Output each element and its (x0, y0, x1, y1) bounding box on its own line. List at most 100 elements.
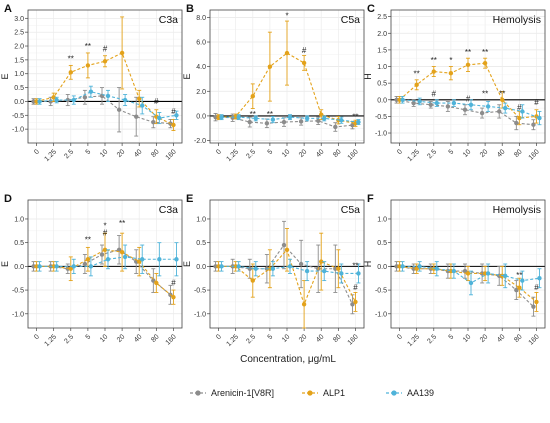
data-point (503, 273, 508, 279)
y-tick-label: 0.0 (196, 113, 206, 120)
x-tick-label: 5 (267, 333, 275, 341)
data-point (417, 99, 422, 104)
y-tick-label: 2.0 (196, 89, 206, 96)
series-line (221, 265, 359, 275)
panel-d: -1.0-0.50.00.51.00 1.25 2.5 5 10 20 40 80 160***… (0, 193, 183, 348)
panel-title: C3a (159, 204, 178, 216)
x-tick-label: 20 (479, 148, 490, 159)
data-point (485, 104, 491, 109)
data-point (514, 287, 519, 293)
x-tick-label: 1.25 (43, 148, 58, 163)
series-aa139 (219, 114, 361, 125)
data-point (253, 266, 258, 271)
significance-marker: # (534, 98, 539, 107)
panel-letter: C (367, 3, 375, 15)
y-axis-label: E (0, 73, 10, 79)
x-tick-label: 0 (215, 333, 223, 341)
y-tick-label: -1.0 (194, 311, 206, 318)
data-point (37, 99, 42, 104)
data-point (448, 70, 454, 76)
x-tick-label: 20 (298, 148, 309, 159)
y-tick-label: 1.5 (377, 47, 387, 54)
data-point (465, 62, 471, 68)
significance-marker: ** (85, 236, 91, 245)
data-point (414, 82, 419, 88)
data-point (339, 271, 344, 276)
significance-marker: ** (499, 89, 505, 98)
significance-marker: ** (352, 262, 358, 271)
data-point (287, 114, 293, 120)
x-tick-label: 1.25 (225, 333, 240, 348)
data-point (122, 97, 128, 103)
data-point (99, 252, 105, 257)
y-axis-label: E (182, 261, 192, 267)
data-point (462, 268, 468, 274)
x-tick-label: 1.25 (406, 333, 421, 348)
x-tick-label: 80 (513, 333, 524, 344)
data-point (336, 266, 341, 271)
significance-marker: # (103, 45, 108, 54)
significance-marker: ** (465, 48, 471, 57)
panel-letter: F (367, 193, 374, 205)
x-tick-label: 40 (315, 148, 326, 159)
legend-marker (391, 390, 397, 396)
significance-marker: # (432, 89, 437, 98)
data-point (284, 50, 290, 56)
data-point (520, 109, 525, 114)
y-tick-label: 0.0 (377, 97, 387, 104)
data-point (479, 110, 485, 116)
series-aa139 (37, 242, 179, 277)
x-tick-label: 160 (165, 333, 178, 346)
legend-item: AA139 (386, 388, 434, 398)
x-tick-label: 160 (165, 148, 178, 161)
x-tick-label: 10 (462, 148, 473, 159)
x-tick-label: 0 (396, 148, 404, 156)
data-point (253, 116, 258, 121)
data-point (137, 259, 142, 264)
data-point (71, 97, 76, 103)
y-tick-label: 2.5 (14, 30, 24, 37)
x-tick-label: 80 (150, 148, 161, 159)
y-tick-label: 2.0 (377, 31, 387, 38)
data-point (462, 107, 468, 112)
x-tick-label: 10 (462, 333, 473, 344)
y-tick-label: -1.0 (375, 131, 387, 138)
legend-label: Arenicin-1[V8R] (211, 388, 274, 398)
series-alp1 (397, 57, 539, 126)
significance-marker: # (302, 46, 307, 55)
data-point (119, 249, 125, 255)
data-point (122, 254, 128, 260)
panel-title: Hemolysis (493, 204, 541, 216)
data-point (236, 264, 241, 269)
series-aa139 (400, 95, 542, 126)
data-point (287, 264, 293, 269)
data-point (171, 294, 176, 300)
significance-marker: # (353, 283, 358, 292)
legend-label: ALP1 (323, 388, 345, 398)
data-point (428, 102, 433, 107)
y-axis-label: E (0, 261, 10, 267)
x-tick-label: 40 (133, 148, 144, 159)
x-tick-label: 160 (528, 148, 541, 161)
data-point (531, 122, 536, 127)
data-point (497, 109, 502, 114)
series-alp1 (216, 20, 358, 127)
significance-marker: ** (85, 42, 91, 51)
y-tick-label: -0.5 (12, 113, 24, 120)
data-point (301, 60, 307, 66)
x-tick-label: 160 (347, 148, 360, 161)
series-line (36, 249, 174, 298)
significance-marker: * (285, 12, 288, 21)
series-line (396, 99, 534, 126)
data-point (414, 266, 419, 271)
data-point (298, 119, 304, 124)
panel-letter: A (4, 3, 12, 15)
significance-marker: ** (482, 48, 488, 57)
data-point (54, 97, 59, 103)
x-tick-label: 40 (496, 148, 507, 159)
data-point (88, 264, 94, 269)
data-point (434, 266, 439, 271)
y-tick-label: 8.0 (196, 15, 206, 22)
data-point (102, 247, 108, 252)
y-tick-label: 3.0 (14, 16, 24, 23)
